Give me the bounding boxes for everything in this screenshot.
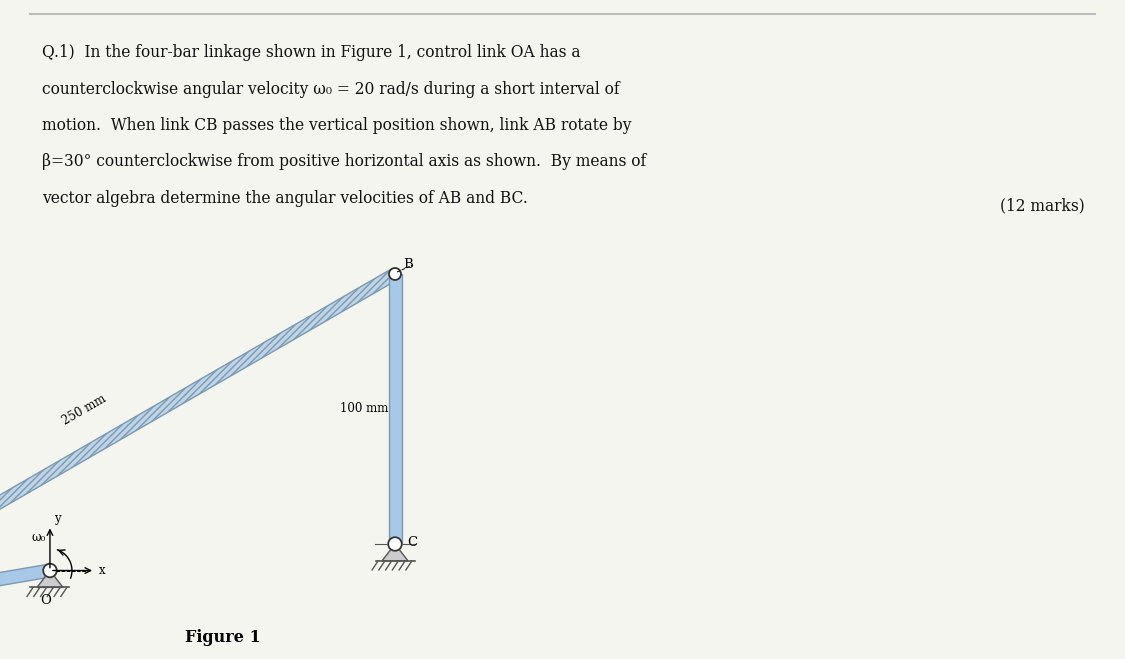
Text: counterclockwise angular velocity ω₀ = 20 rad/s during a short interval of: counterclockwise angular velocity ω₀ = 2… xyxy=(42,80,620,98)
Polygon shape xyxy=(382,544,408,561)
Circle shape xyxy=(388,537,402,551)
Circle shape xyxy=(43,563,56,577)
Polygon shape xyxy=(0,269,398,617)
Text: 100 mm: 100 mm xyxy=(340,403,388,416)
Text: B: B xyxy=(403,258,413,271)
Circle shape xyxy=(389,268,400,280)
Text: β=30° counterclockwise from positive horizontal axis as shown.  By means of: β=30° counterclockwise from positive hor… xyxy=(42,154,646,171)
Text: Figure 1: Figure 1 xyxy=(184,629,260,646)
Text: Q.1)  In the four-bar linkage shown in Figure 1, control link OA has a: Q.1) In the four-bar linkage shown in Fi… xyxy=(42,44,580,61)
Text: ω₀: ω₀ xyxy=(32,530,46,544)
Text: vector algebra determine the angular velocities of AB and BC.: vector algebra determine the angular vel… xyxy=(42,190,528,207)
Text: x: x xyxy=(99,564,106,577)
Polygon shape xyxy=(37,571,63,587)
Polygon shape xyxy=(0,564,51,618)
Text: (12 marks): (12 marks) xyxy=(1000,197,1084,214)
Text: 250 mm: 250 mm xyxy=(60,391,108,427)
Text: y: y xyxy=(54,511,61,525)
Text: O: O xyxy=(40,594,52,606)
Text: motion.  When link CB passes the vertical position shown, link AB rotate by: motion. When link CB passes the vertical… xyxy=(42,117,631,134)
Text: C: C xyxy=(407,536,417,550)
Polygon shape xyxy=(388,274,402,544)
